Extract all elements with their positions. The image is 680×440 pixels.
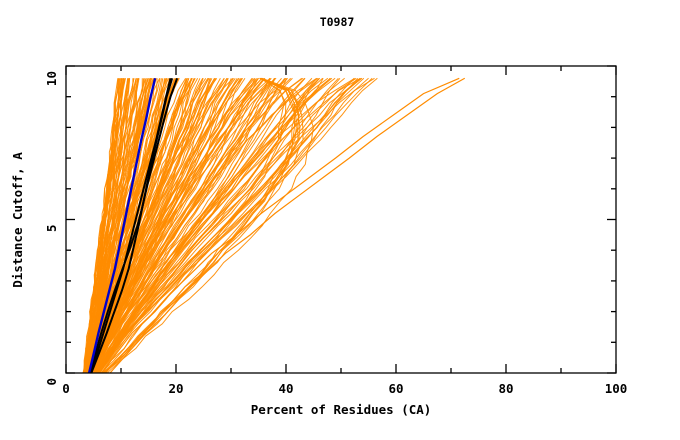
y-tick-label: 5 [44, 225, 59, 233]
prediction-curve [97, 77, 341, 374]
y-axis-label: Distance Cutoff, A [10, 152, 25, 288]
chart-title: T0987 [320, 15, 355, 29]
prediction-curve [98, 77, 361, 374]
x-tick-label: 80 [498, 381, 513, 396]
x-tick-label: 60 [388, 381, 403, 396]
prediction-curve [85, 78, 130, 374]
outlier-prediction-curve [101, 77, 460, 374]
reference-curve [87, 78, 157, 374]
prediction-curve [104, 77, 301, 374]
prediction-curve [88, 78, 209, 374]
prediction-curve [85, 78, 125, 374]
x-tick-labels: 0 20 40 60 80 100 [62, 381, 627, 396]
x-tick-label: 20 [168, 381, 183, 396]
highlighted-curve [88, 77, 174, 374]
text-layer: T0987 Percent of Residues (CA) Distance … [10, 15, 627, 417]
prediction-curve [94, 77, 333, 374]
prediction-curve [105, 77, 304, 374]
prediction-curve [106, 77, 314, 374]
x-axis-ticks [65, 66, 617, 373]
y-tick-labels: 0 5 10 [44, 71, 59, 386]
prediction-curve [94, 78, 275, 374]
prediction-curve [84, 78, 153, 374]
x-tick-label: 40 [278, 381, 293, 396]
axis-frame-layer [65, 65, 617, 374]
x-tick-label: 0 [62, 381, 70, 396]
prediction-curve [90, 78, 243, 374]
prediction-curve [100, 77, 378, 374]
x-tick-label: 100 [605, 381, 628, 396]
y-tick-label: 0 [44, 378, 59, 386]
prediction-curve [96, 77, 355, 374]
prediction-curve [85, 78, 167, 374]
prediction-curve [99, 77, 369, 374]
curves-layer [82, 77, 466, 374]
prediction-curve [96, 77, 320, 374]
y-tick-label: 10 [44, 71, 59, 86]
prediction-curve [83, 78, 119, 374]
x-axis-label: Percent of Residues (CA) [251, 402, 432, 417]
prediction-curve [103, 77, 300, 374]
y-axis-ticks [66, 65, 616, 374]
prediction-curve [102, 77, 296, 374]
highlighted-curve [90, 77, 179, 374]
outlier-prediction-curve [109, 77, 466, 374]
prediction-curve [86, 78, 139, 374]
prediction-curve [90, 78, 217, 374]
